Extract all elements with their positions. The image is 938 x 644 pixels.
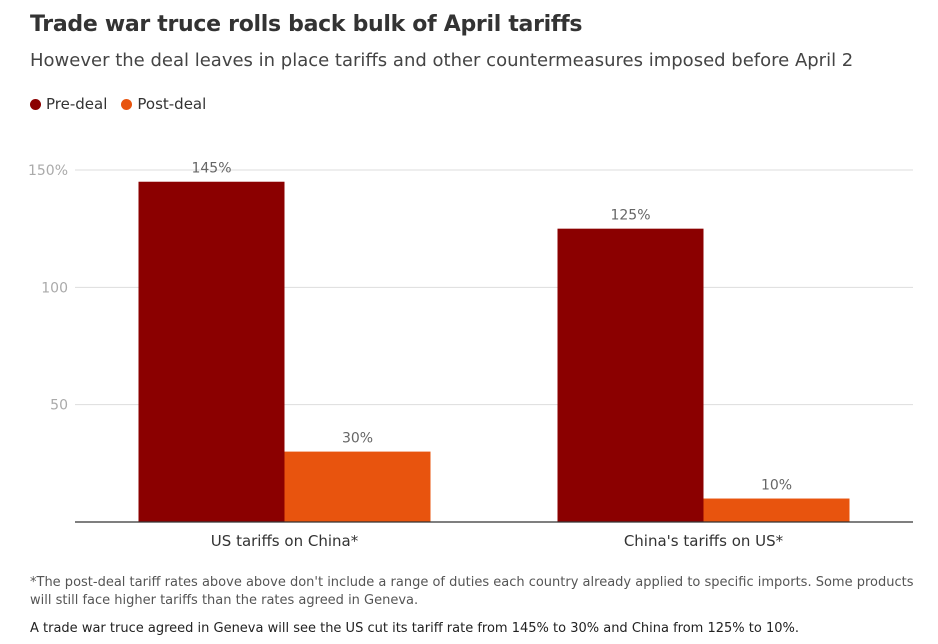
y-tick-label-1: 100 bbox=[41, 280, 68, 296]
legend-swatch-pre-deal bbox=[30, 98, 41, 110]
legend-label-post-deal: Post-deal bbox=[137, 95, 207, 113]
bar-pre-deal-0 bbox=[138, 181, 285, 522]
chart-subtitle: However the deal leaves in place tariffs… bbox=[30, 50, 854, 71]
x-category-label-1: China's tariffs on US* bbox=[624, 532, 784, 550]
data-label-post-deal-1: 10% bbox=[761, 478, 792, 494]
bar-post-deal-1 bbox=[703, 498, 850, 522]
legend-item-post-deal: Post-deal bbox=[121, 95, 206, 113]
y-tick-label-2: 150% bbox=[28, 163, 68, 179]
x-category-label-0: US tariffs on China* bbox=[211, 532, 359, 550]
chart-title: Trade war truce rolls back bulk of April… bbox=[30, 12, 583, 37]
caption: A trade war truce agreed in Geneva will … bbox=[30, 621, 799, 636]
legend-swatch-post-deal bbox=[121, 98, 133, 110]
y-tick-label-0: 50 bbox=[50, 398, 68, 414]
data-label-pre-deal-1: 125% bbox=[610, 208, 650, 224]
legend: Pre-deal Post-deal bbox=[30, 95, 206, 113]
data-label-post-deal-0: 30% bbox=[342, 431, 373, 447]
bar-pre-deal-1 bbox=[557, 228, 704, 522]
bar-chart: 50 100 150% 145% 30% US tariffs on China* 125%… bbox=[28, 161, 913, 550]
bar-post-deal-0 bbox=[284, 451, 431, 522]
data-label-pre-deal-0: 145% bbox=[191, 161, 231, 177]
legend-item-pre-deal: Pre-deal bbox=[30, 95, 107, 113]
footnote: *The post-deal tariff rates above above … bbox=[30, 575, 914, 608]
legend-label-pre-deal: Pre-deal bbox=[46, 95, 108, 113]
